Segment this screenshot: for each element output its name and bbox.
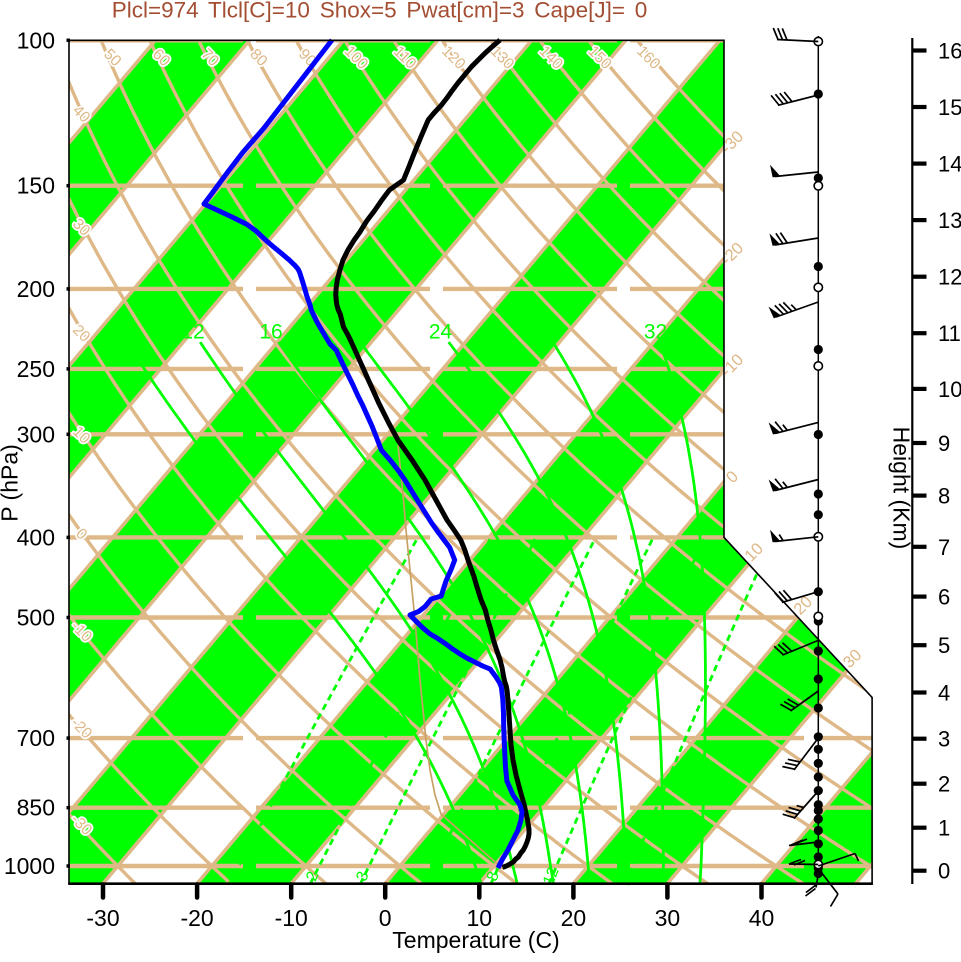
- svg-text:3: 3: [938, 727, 950, 752]
- svg-text:14: 14: [938, 152, 961, 177]
- svg-text:1000: 1000: [4, 853, 55, 879]
- svg-text:7: 7: [938, 535, 950, 560]
- svg-text:13: 13: [938, 208, 961, 233]
- svg-text:0: 0: [938, 859, 950, 884]
- svg-text:-20: -20: [180, 905, 213, 931]
- svg-text:40: 40: [749, 905, 775, 931]
- svg-text:30: 30: [655, 905, 681, 931]
- svg-text:11: 11: [938, 321, 961, 346]
- svg-text:Height (Km): Height (Km): [889, 427, 915, 550]
- svg-text:12: 12: [181, 321, 204, 344]
- svg-text:16: 16: [259, 321, 282, 344]
- svg-text:150: 150: [17, 173, 55, 199]
- svg-text:8: 8: [114, 321, 126, 344]
- svg-text:700: 700: [17, 725, 55, 751]
- svg-text:Plcl=974 Tlcl[C]=10 Shox=5 Pwa: Plcl=974 Tlcl[C]=10 Shox=5 Pwat[cm]=3 Ca…: [112, 0, 648, 23]
- svg-text:9: 9: [938, 431, 950, 456]
- svg-text:20: 20: [561, 905, 587, 931]
- svg-text:100: 100: [17, 27, 55, 53]
- svg-text:0: 0: [379, 905, 392, 931]
- svg-text:28: 28: [534, 321, 557, 344]
- svg-text:12: 12: [938, 265, 961, 290]
- svg-text:-30: -30: [86, 905, 119, 931]
- svg-text:250: 250: [17, 356, 55, 382]
- svg-text:Temperature (C): Temperature (C): [392, 927, 559, 953]
- svg-text:6: 6: [938, 585, 950, 610]
- svg-text:P (hPa): P (hPa): [0, 444, 23, 522]
- svg-text:1: 1: [938, 816, 950, 841]
- svg-text:200: 200: [17, 276, 55, 302]
- svg-text:16: 16: [938, 39, 961, 64]
- svg-text:10: 10: [938, 377, 961, 402]
- svg-text:15: 15: [938, 95, 961, 120]
- svg-text:-10: -10: [275, 905, 308, 931]
- svg-text:8: 8: [938, 484, 950, 509]
- svg-text:400: 400: [17, 524, 55, 550]
- svg-text:2: 2: [938, 772, 950, 797]
- svg-text:24: 24: [429, 321, 453, 344]
- svg-text:5: 5: [938, 633, 950, 658]
- svg-text:300: 300: [17, 421, 55, 447]
- svg-text:4: 4: [938, 681, 950, 706]
- svg-text:32: 32: [644, 321, 667, 344]
- svg-text:850: 850: [17, 795, 55, 821]
- svg-text:500: 500: [17, 605, 55, 631]
